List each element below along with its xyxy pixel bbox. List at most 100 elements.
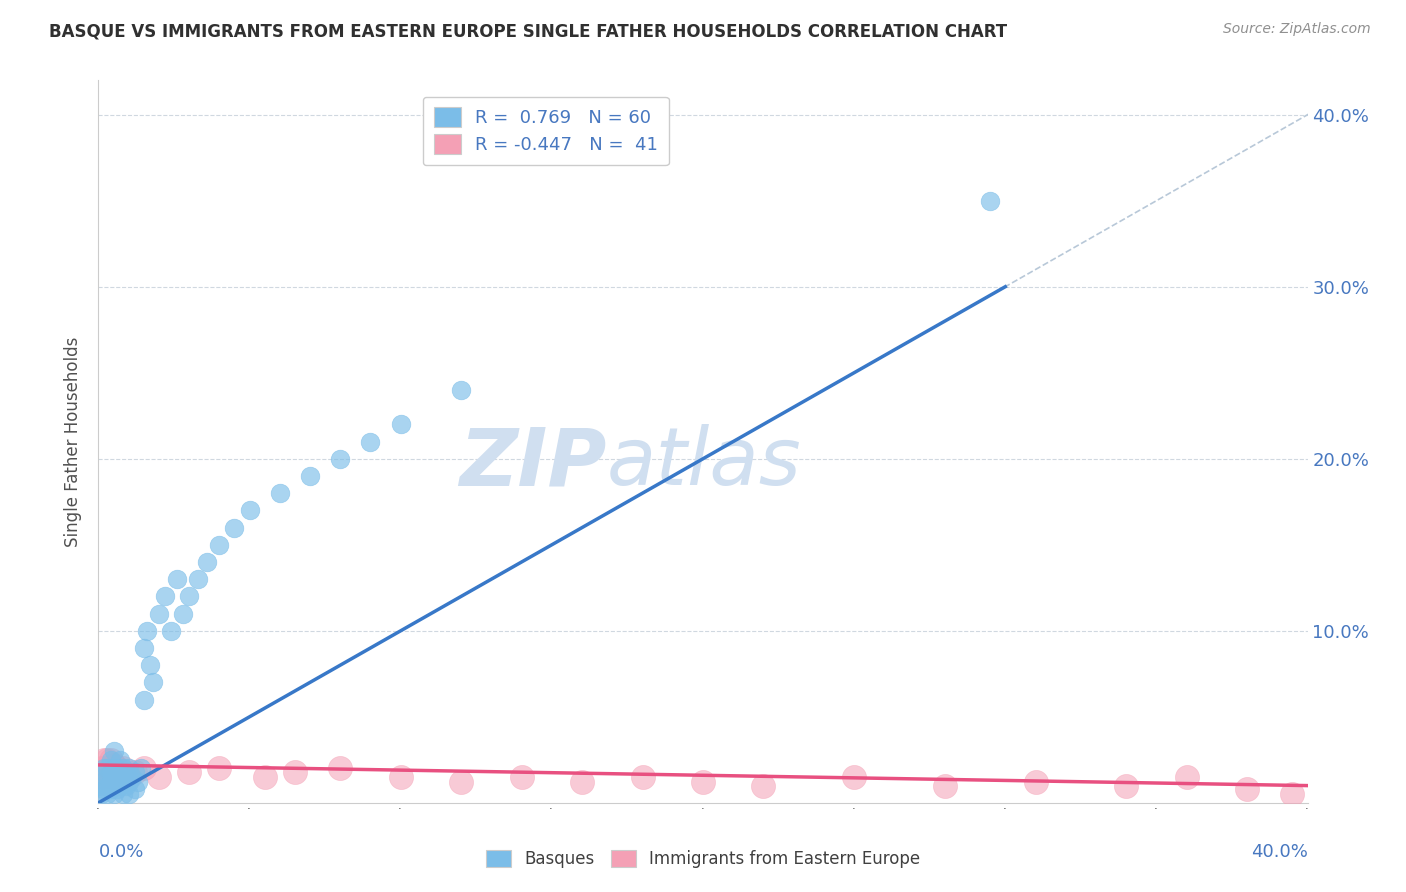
Point (979, 194, 1001, 208)
Point (224, 520, 246, 534)
Point (96, 761, 118, 775)
Point (132, 761, 155, 775)
Point (124, 782, 146, 797)
Point (105, 761, 128, 775)
Point (100, 753, 122, 767)
Point (124, 764, 146, 779)
Point (148, 607, 170, 621)
Point (90, 787, 112, 801)
Text: atlas: atlas (606, 425, 801, 502)
Point (93, 782, 115, 797)
Point (160, 624, 183, 638)
Point (329, 761, 352, 775)
Point (179, 590, 201, 604)
Point (100, 770, 122, 784)
Point (118, 787, 141, 801)
Point (195, 555, 218, 569)
Point (692, 775, 714, 789)
Point (100, 753, 122, 767)
Point (132, 692, 155, 706)
Point (100, 782, 122, 797)
Point (90, 770, 112, 784)
Point (90, 761, 112, 775)
Point (208, 538, 231, 552)
Text: 0.0%: 0.0% (98, 843, 143, 861)
Point (510, 770, 533, 784)
Point (139, 658, 162, 673)
Point (631, 770, 654, 784)
Point (118, 761, 141, 775)
Point (129, 761, 152, 775)
Point (93, 761, 115, 775)
Point (93, 761, 115, 775)
Point (111, 761, 134, 775)
Point (187, 572, 209, 586)
Legend: Basques, Immigrants from Eastern Europe: Basques, Immigrants from Eastern Europe (479, 843, 927, 875)
Point (114, 779, 136, 793)
Point (90, 779, 112, 793)
Point (96, 764, 118, 779)
Point (299, 469, 322, 483)
Point (96, 761, 118, 775)
Point (103, 787, 125, 801)
Point (132, 640, 155, 655)
Point (360, 434, 382, 449)
Point (284, 764, 307, 779)
Point (103, 770, 125, 784)
Point (96, 770, 118, 784)
Point (96, 753, 118, 767)
Text: BASQUE VS IMMIGRANTS FROM EASTERN EUROPE SINGLE FATHER HOUSEHOLDS CORRELATION CH: BASQUE VS IMMIGRANTS FROM EASTERN EUROPE… (49, 22, 1007, 40)
Point (172, 607, 194, 621)
Point (1175, 770, 1198, 784)
Point (111, 787, 134, 801)
Point (114, 764, 136, 779)
Point (105, 770, 128, 784)
Point (450, 383, 472, 397)
Point (118, 775, 141, 789)
Point (108, 779, 131, 793)
Point (571, 775, 593, 789)
Point (100, 761, 122, 775)
Point (135, 624, 157, 638)
Text: ZIP: ZIP (458, 425, 606, 502)
Point (103, 770, 125, 784)
Point (389, 770, 412, 784)
Point (844, 770, 866, 784)
Point (111, 775, 134, 789)
Point (148, 770, 170, 784)
Point (105, 775, 128, 789)
Point (93, 770, 115, 784)
Point (389, 417, 412, 432)
Text: Source: ZipAtlas.com: Source: ZipAtlas.com (1223, 22, 1371, 37)
Point (108, 770, 131, 784)
Point (103, 761, 125, 775)
Point (166, 572, 188, 586)
Point (96, 779, 118, 793)
Point (329, 451, 352, 466)
Point (108, 764, 131, 779)
Point (127, 775, 149, 789)
Y-axis label: Single Father Households: Single Father Households (65, 336, 83, 547)
Text: 40.0%: 40.0% (1251, 843, 1308, 861)
Point (103, 758, 125, 772)
Point (1115, 779, 1137, 793)
Point (153, 590, 176, 604)
Point (100, 775, 122, 789)
Point (124, 764, 146, 779)
Point (103, 779, 125, 793)
Point (450, 775, 472, 789)
Point (142, 675, 165, 690)
Point (1281, 787, 1303, 801)
Point (1236, 782, 1258, 797)
Point (1024, 775, 1046, 789)
Point (118, 770, 141, 784)
Point (93, 770, 115, 784)
Point (253, 770, 276, 784)
Point (239, 503, 262, 517)
Legend: R =  0.769   N = 60, R = -0.447   N =  41: R = 0.769 N = 60, R = -0.447 N = 41 (423, 96, 669, 165)
Point (105, 761, 128, 775)
Point (96, 787, 118, 801)
Point (269, 486, 291, 500)
Point (103, 744, 125, 758)
Point (103, 764, 125, 779)
